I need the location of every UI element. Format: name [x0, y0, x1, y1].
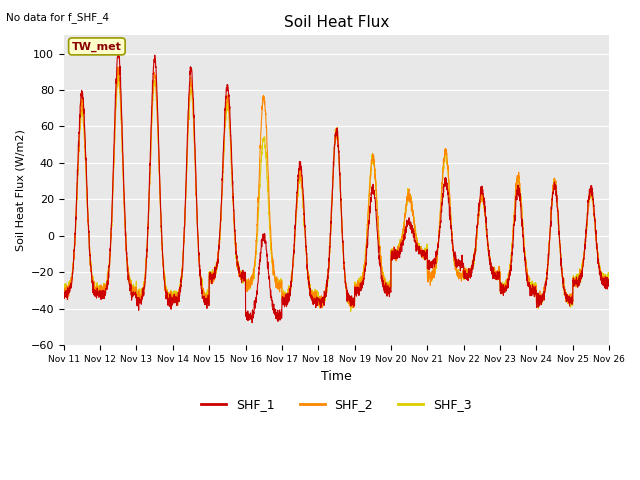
- Title: Soil Heat Flux: Soil Heat Flux: [284, 15, 389, 30]
- Text: TW_met: TW_met: [72, 41, 122, 51]
- Text: No data for f_SHF_4: No data for f_SHF_4: [6, 12, 109, 23]
- Legend: SHF_1, SHF_2, SHF_3: SHF_1, SHF_2, SHF_3: [196, 394, 477, 417]
- X-axis label: Time: Time: [321, 370, 352, 383]
- Y-axis label: Soil Heat Flux (W/m2): Soil Heat Flux (W/m2): [15, 129, 25, 251]
